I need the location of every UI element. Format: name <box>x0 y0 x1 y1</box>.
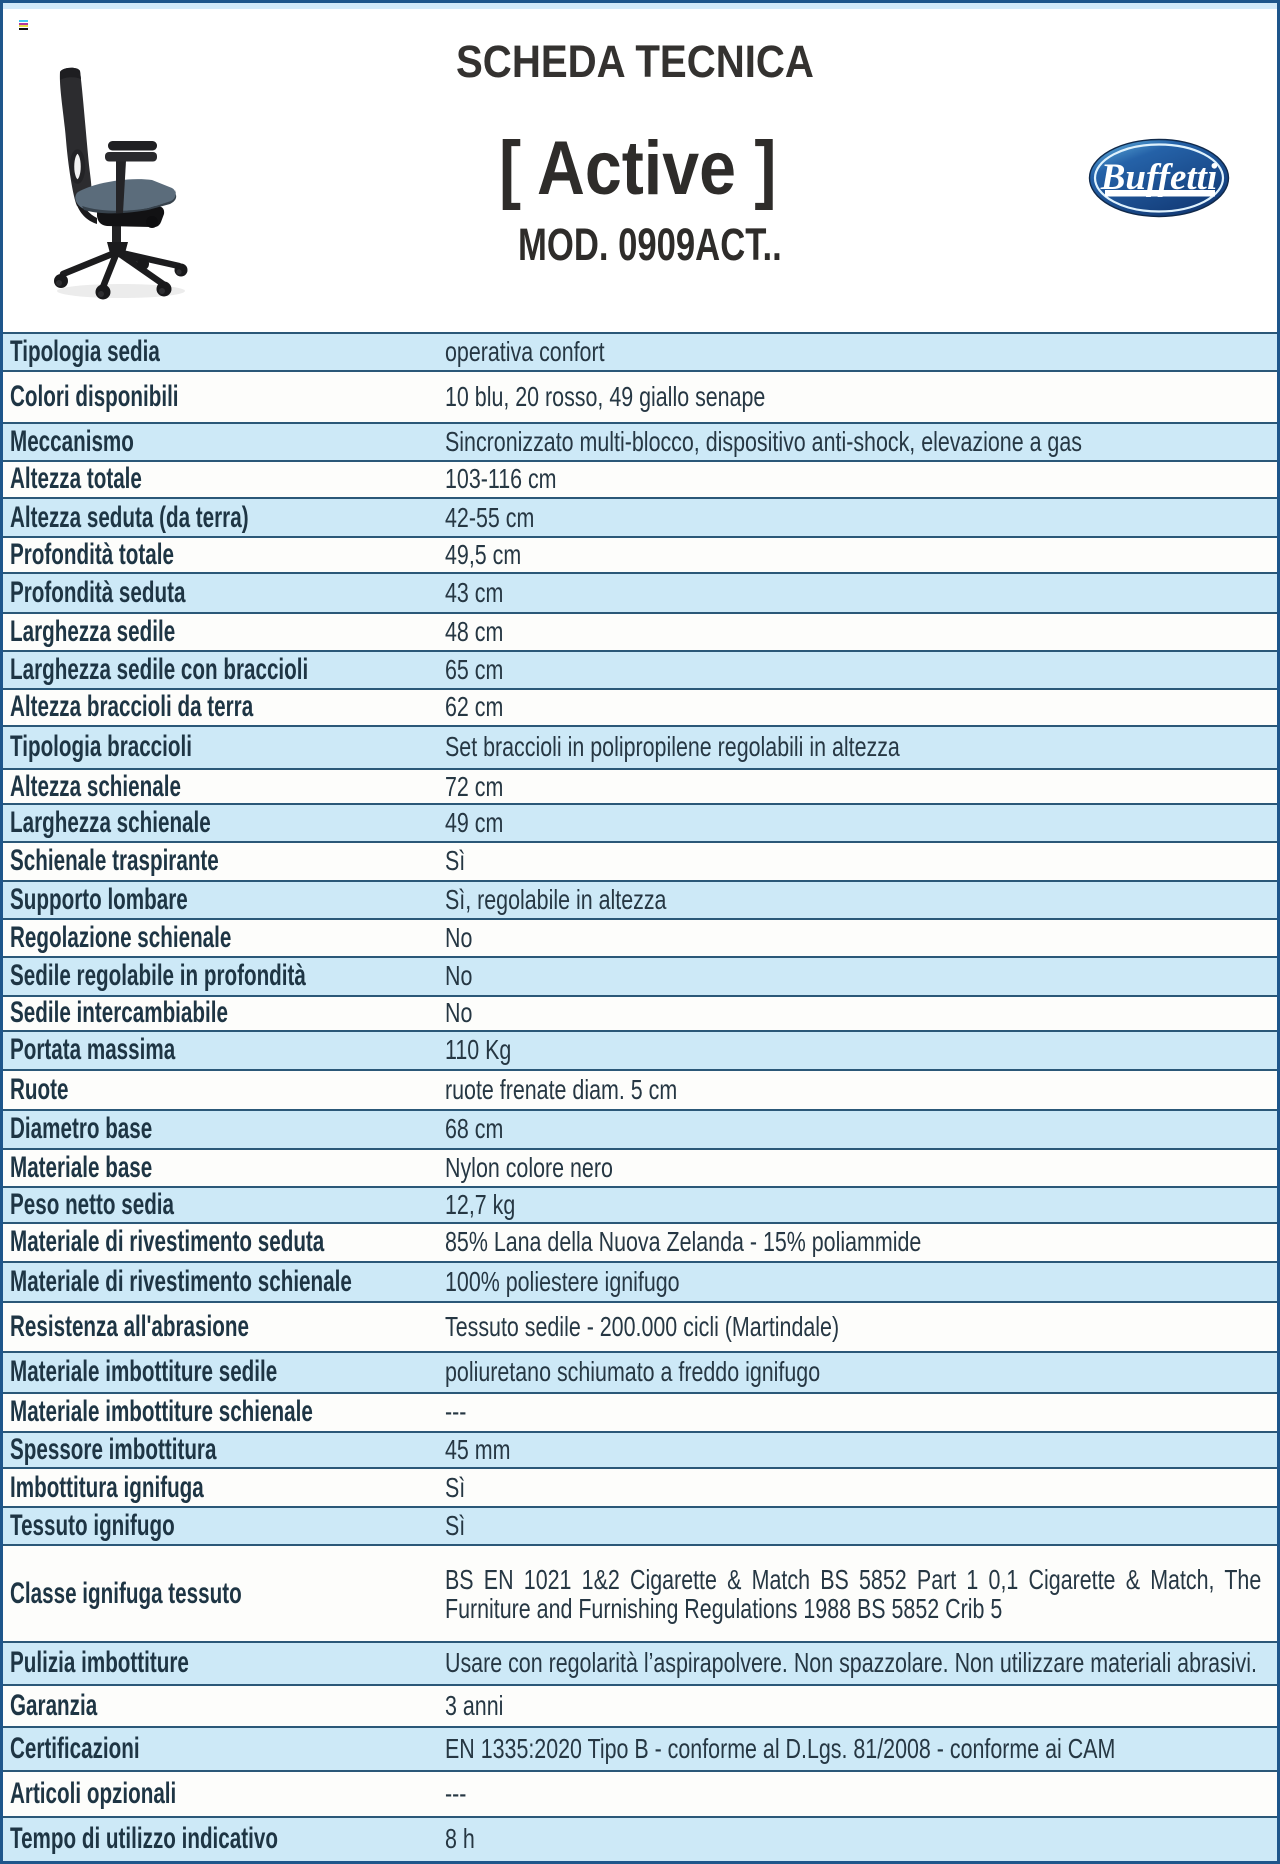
svg-text:Buffetti: Buffetti <box>1100 157 1218 198</box>
